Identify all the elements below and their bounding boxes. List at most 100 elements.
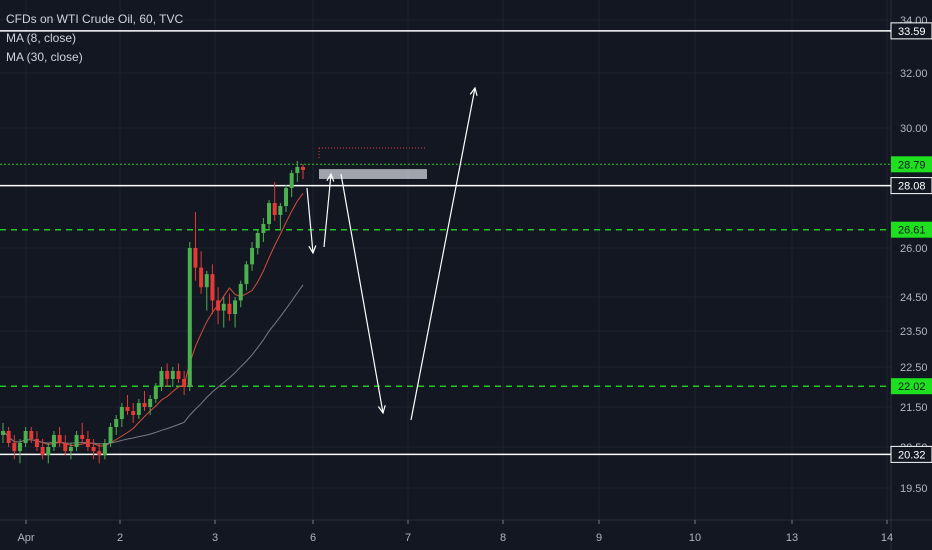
price-tick-label: 21.50 bbox=[900, 402, 928, 414]
candle-body bbox=[102, 443, 107, 456]
resistance-zone bbox=[318, 147, 427, 179]
candle-body bbox=[278, 206, 283, 215]
legend-title: CFDs on WTI Crude Oil, 60, TVC bbox=[6, 12, 184, 26]
candle-body bbox=[29, 431, 34, 439]
candle-body bbox=[68, 447, 73, 452]
time-tick-label: 9 bbox=[596, 532, 602, 544]
candle-body bbox=[148, 399, 153, 407]
ma30-line bbox=[2, 284, 304, 445]
time-tick-label: Apr bbox=[17, 532, 34, 544]
candle-body bbox=[131, 411, 136, 415]
price-label-box bbox=[891, 221, 932, 238]
candle-body bbox=[57, 435, 62, 443]
candle-body bbox=[142, 403, 147, 407]
price-tick-label: 19.50 bbox=[900, 483, 928, 495]
arrow-drop bbox=[306, 187, 314, 254]
time-axis: Apr 2 3 6 7 8 9 10 13 14 bbox=[0, 519, 932, 544]
candle-body bbox=[199, 267, 204, 288]
candle-body bbox=[227, 303, 232, 314]
candle-body bbox=[193, 248, 198, 268]
price-label-text: 28.79 bbox=[898, 159, 926, 171]
candle-body bbox=[153, 387, 158, 399]
chart-legend: CFDs on WTI Crude Oil, 60, TVC MA (8, cl… bbox=[6, 10, 183, 67]
arrow-drop-head bbox=[308, 245, 317, 255]
candle-body bbox=[97, 451, 102, 456]
time-tick-label: 8 bbox=[500, 532, 506, 544]
time-tick-label: 13 bbox=[786, 532, 798, 544]
price-tick-label: 32.00 bbox=[900, 68, 928, 80]
chart-grid bbox=[0, 0, 891, 520]
candle-body bbox=[114, 419, 119, 427]
price-tick-label: 24.50 bbox=[900, 292, 928, 304]
candle-body bbox=[238, 283, 243, 301]
candle-body bbox=[119, 407, 124, 419]
candle-body bbox=[261, 224, 266, 233]
candle-body bbox=[63, 443, 68, 452]
candle-body bbox=[289, 173, 294, 188]
candle-body bbox=[170, 371, 175, 379]
time-tick-label: 2 bbox=[117, 532, 123, 544]
candle-body bbox=[255, 233, 260, 248]
arrow-down-big-head bbox=[377, 405, 386, 415]
price-label-box bbox=[891, 378, 932, 395]
forecast-arrows bbox=[306, 86, 478, 421]
zone-rect bbox=[319, 169, 427, 179]
candle-body bbox=[233, 300, 238, 314]
price-label-box bbox=[890, 445, 932, 463]
price-label-text: 26.61 bbox=[898, 225, 926, 237]
candle-body bbox=[46, 447, 51, 456]
price-label-box bbox=[891, 156, 932, 173]
candle-body bbox=[210, 274, 215, 301]
price-label-text: 33.59 bbox=[898, 26, 926, 38]
legend-ma30: MA (30, close) bbox=[6, 50, 83, 64]
time-tick-label: 14 bbox=[881, 532, 893, 544]
candle-body bbox=[284, 188, 289, 206]
candle-body bbox=[272, 203, 277, 215]
price-tick-label: 23.50 bbox=[900, 326, 928, 338]
candle-body bbox=[159, 371, 164, 387]
price-label-box bbox=[890, 22, 932, 40]
candle-body bbox=[244, 264, 249, 284]
time-tick-label: 6 bbox=[310, 532, 316, 544]
price-axis: 34.0032.0030.0026.0024.5023.5022.5021.50… bbox=[890, 0, 932, 550]
candle-body bbox=[301, 167, 305, 170]
price-label-box bbox=[890, 177, 932, 195]
time-tick-label: 3 bbox=[212, 532, 218, 544]
candle-body bbox=[267, 203, 272, 224]
candle-body bbox=[51, 435, 56, 447]
candle-body bbox=[91, 447, 96, 452]
candle-body bbox=[74, 435, 79, 447]
candle-body bbox=[204, 274, 209, 288]
candle-body bbox=[34, 439, 39, 447]
candle-body bbox=[295, 167, 300, 173]
price-label-text: 22.02 bbox=[898, 381, 926, 393]
candle-body bbox=[12, 443, 17, 452]
candle-body bbox=[176, 371, 181, 379]
candle-body bbox=[165, 371, 170, 379]
horizontal-levels bbox=[0, 30, 891, 456]
candle-body bbox=[23, 431, 28, 443]
candle-body bbox=[40, 447, 45, 456]
candle-body bbox=[136, 403, 141, 415]
time-tick-label: 7 bbox=[405, 532, 411, 544]
candle-body bbox=[250, 248, 255, 265]
candle-body bbox=[1, 431, 5, 435]
candle-body bbox=[216, 300, 221, 311]
arrow-up-big-head bbox=[469, 86, 478, 96]
price-label-text: 20.32 bbox=[898, 449, 926, 461]
arrow-up-small bbox=[323, 173, 332, 248]
arrow-down-big bbox=[340, 173, 384, 414]
price-tick-label: 26.00 bbox=[900, 243, 928, 255]
price-tick-label: 30.00 bbox=[900, 123, 928, 135]
candle-body bbox=[6, 431, 11, 443]
candle-body bbox=[182, 379, 187, 387]
candle-body bbox=[125, 407, 130, 411]
candle-body bbox=[80, 435, 85, 439]
candles bbox=[1, 161, 305, 464]
candle-body bbox=[85, 439, 90, 447]
price-tick-label: 22.50 bbox=[900, 362, 928, 374]
candle-body bbox=[108, 427, 113, 443]
candle-body bbox=[187, 248, 192, 387]
candle-body bbox=[17, 443, 22, 452]
